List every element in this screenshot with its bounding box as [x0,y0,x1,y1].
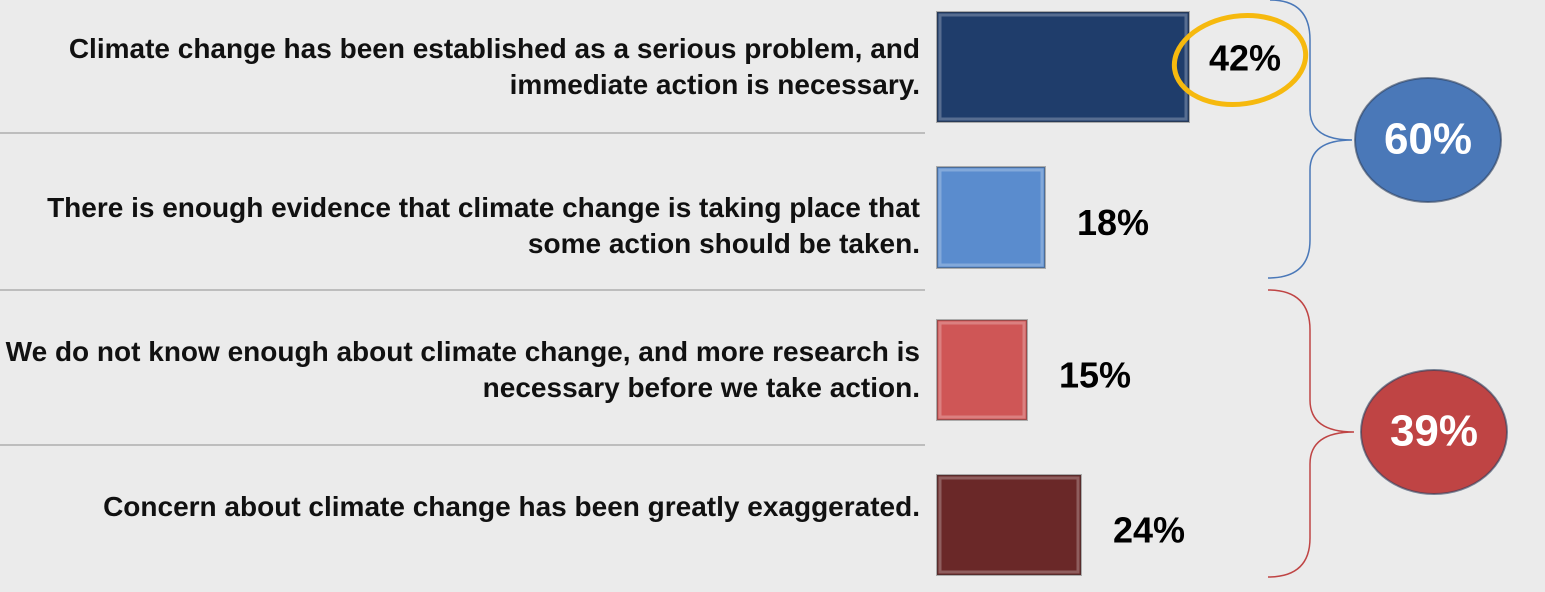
bar [936,166,1046,269]
group-total-label: 60% [1384,115,1472,164]
bar-bevel [938,476,1080,574]
bracket [1267,0,1353,279]
category-label: There is enough evidence that climate ch… [47,191,920,259]
bracket [1267,289,1355,578]
bar [936,474,1082,576]
group-total-label: 39% [1390,407,1478,456]
bar [936,319,1028,421]
value-label: 42% [1209,38,1281,79]
group-total-circle [1354,77,1502,203]
category-label: Climate change has been established as a… [68,33,920,100]
category-label: Concern about climate change has been gr… [103,491,920,522]
bar-bevel [938,168,1044,267]
bar-bevel [938,13,1188,121]
category-label: We do not know enough about climate chan… [5,336,920,403]
bar-bevel [938,321,1026,419]
highlight-circle [1171,12,1309,108]
bar [936,11,1190,123]
group-total-circle [1360,369,1508,495]
value-label: 15% [1059,355,1131,396]
value-label: 24% [1113,510,1185,551]
value-label: 18% [1077,202,1149,243]
